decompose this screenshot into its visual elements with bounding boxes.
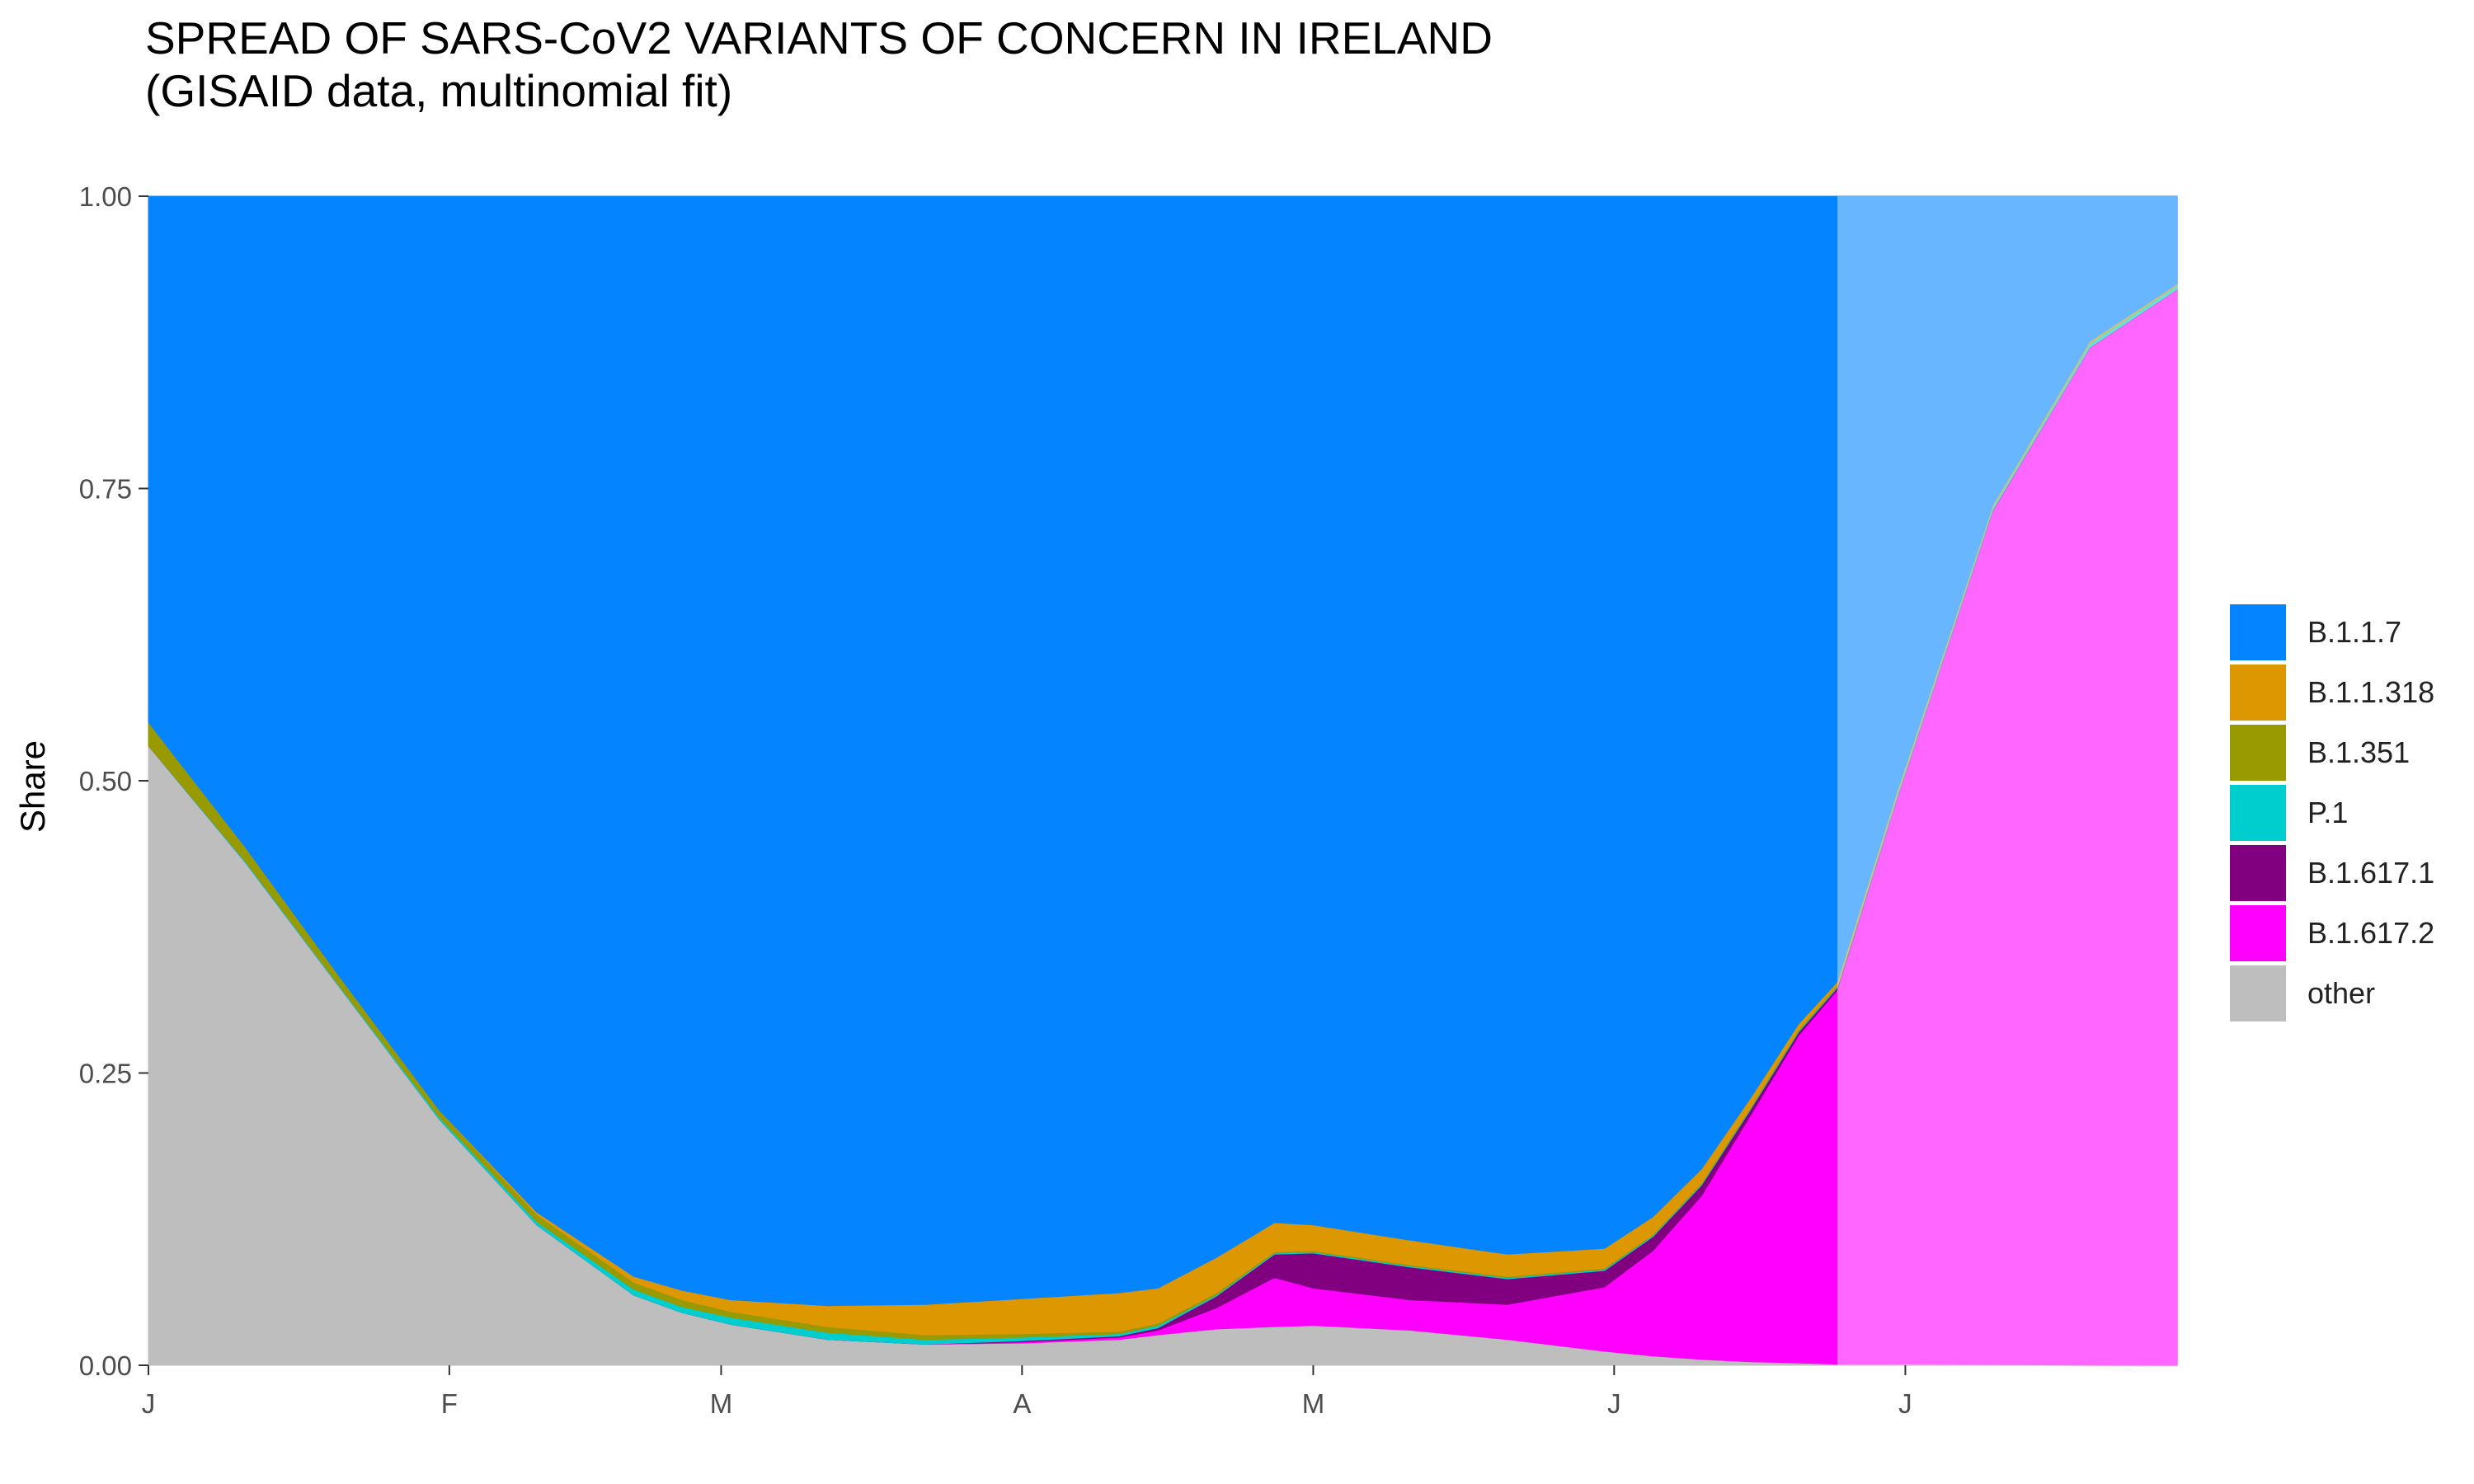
title-block: SPREAD OF SARS-CoV2 VARIANTS OF CONCERN …: [145, 12, 1493, 117]
legend-swatch: [2230, 965, 2286, 1021]
y-tick-label: 0.75: [79, 474, 132, 505]
x-tick-label: F: [441, 1388, 458, 1419]
y-tick-label: 0.00: [79, 1350, 132, 1381]
chart-subtitle: (GISAID data, multinomial fit): [145, 65, 733, 116]
legend-label: B.1.1.7: [2307, 614, 2402, 649]
forecast-overlay: [1837, 196, 2177, 1365]
legend-label: B.1.1.318: [2307, 674, 2435, 709]
legend-swatch: [2230, 603, 2286, 660]
y-tick-label: 0.25: [79, 1059, 132, 1089]
legend: B.1.1.7 B.1.1.318 B.1.351 P.1 B.1.617.1 B.1.6…: [2230, 602, 2434, 1023]
legend-item: B.1.617.2: [2230, 903, 2434, 963]
legend-label: other: [2307, 975, 2376, 1010]
x-tick-label: J: [1607, 1388, 1621, 1419]
forecast-region: [1837, 196, 2177, 1365]
legend-label: B.1.617.1: [2307, 855, 2435, 890]
x-tick-label: J: [1898, 1388, 1912, 1419]
x-tick-label: M: [710, 1388, 733, 1419]
legend-label: B.1.351: [2307, 735, 2411, 769]
area-layers: [148, 195, 2178, 1366]
x-tick-label: A: [1013, 1388, 1031, 1419]
legend-item: other: [2230, 963, 2434, 1023]
y-axis: 0.00 0.25 0.50 0.75 1.00: [79, 181, 148, 1381]
legend-swatch: [2230, 664, 2286, 721]
y-tick-label: 1.00: [79, 181, 132, 212]
legend-item: B.1.1.318: [2230, 662, 2434, 722]
legend-item: B.1.351: [2230, 722, 2434, 782]
chart-title: SPREAD OF SARS-CoV2 VARIANTS OF CONCERN …: [145, 12, 1493, 63]
legend-item: B.1.1.7: [2230, 602, 2434, 662]
area-b-1-1-7: [148, 195, 2178, 1307]
legend-label: P.1: [2307, 795, 2349, 829]
x-tick-label: M: [1302, 1388, 1325, 1419]
x-tick-label: J: [142, 1388, 156, 1419]
legend-swatch: [2230, 784, 2286, 841]
legend-swatch: [2230, 844, 2286, 901]
y-tick-label: 0.50: [79, 766, 132, 796]
legend-item: P.1: [2230, 782, 2434, 843]
legend-swatch: [2230, 904, 2286, 961]
legend-item: B.1.617.1: [2230, 843, 2434, 903]
y-axis-label: Share: [13, 740, 52, 833]
legend-swatch: [2230, 724, 2286, 781]
legend-label: B.1.617.2: [2307, 915, 2435, 950]
